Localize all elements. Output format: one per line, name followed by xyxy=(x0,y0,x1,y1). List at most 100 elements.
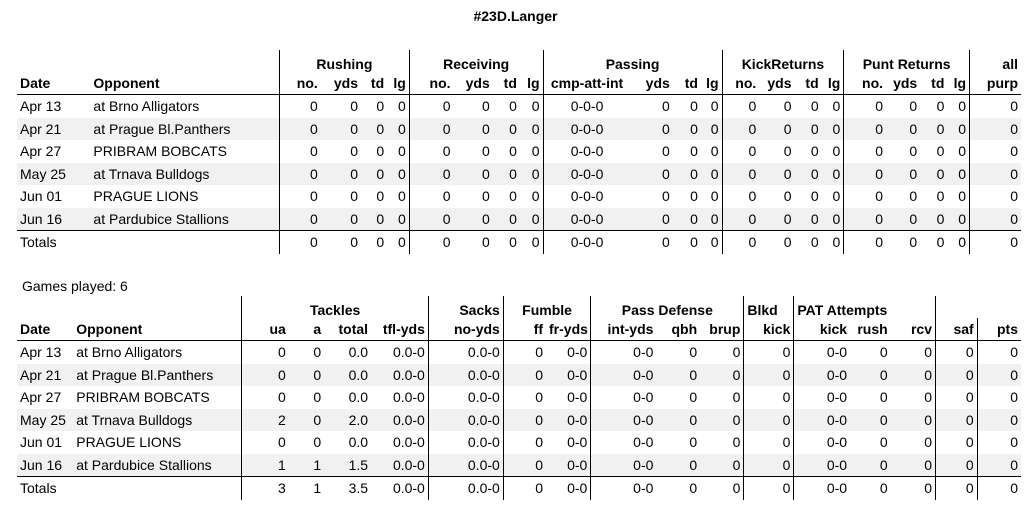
table-row: Jun 01 PRAGUE LIONS 0 0 0 0 0 0 0 0 0-0-0 0 0 0 0 0 0 0 0 0… xyxy=(17,185,1021,208)
table-row: Apr 27 PRIBRAM BOBCATS 0 0 0 0 0 0 0 0 0-0-0 0 0 0 0 0 0… xyxy=(17,140,1021,163)
stat-cell: 0 xyxy=(890,453,937,477)
stat-cell: 0 xyxy=(722,162,760,185)
stat-cell: 0 xyxy=(279,230,321,254)
stat-cell: 0-0-0 xyxy=(570,143,604,160)
stat-cell: 0-0 xyxy=(826,434,848,451)
stat-cell: 0 xyxy=(743,476,795,500)
table-row: Apr 27 PRIBRAM BOBCATS 0 0 0.0 0.0-0 0.0-0 0 0-0… xyxy=(17,386,1021,409)
stat-cell: 0 xyxy=(672,230,701,254)
stat-cell: 0 xyxy=(409,162,454,185)
stat-cell: 3.5 xyxy=(324,476,372,500)
stat-cell: 0-0 xyxy=(546,386,592,409)
column-header: Date xyxy=(17,318,74,341)
stat-cell: 0-0 xyxy=(590,476,657,500)
group-header-receiving: Receiving xyxy=(409,50,544,72)
stat-cell: 0 xyxy=(503,476,547,500)
column-header: yds xyxy=(320,72,361,95)
stat-cell: 0 xyxy=(519,207,544,231)
stat-cell: 0 xyxy=(886,117,921,140)
totals-row: Totals 0 0 0 0 0 0 0 0 0-0-0 0 0 0 0 0 0 0 0 0 0 0 0 xyxy=(17,230,1021,254)
stat-cell: 0 xyxy=(700,431,745,454)
stat-cell: 0 xyxy=(241,363,289,386)
stat-cell: 0 xyxy=(313,389,322,406)
stat-cell: 0 xyxy=(535,344,544,361)
stat-cell: 0 xyxy=(743,386,795,409)
group-header-pat-attempts: PAT Attempts xyxy=(793,296,937,318)
stat-cell: 0 xyxy=(700,408,745,431)
stat-cell: 0 xyxy=(656,363,701,386)
stat-cell: 0 xyxy=(743,408,795,431)
stat-cell: 0 xyxy=(630,230,673,254)
stat-cell: 0 xyxy=(519,230,544,254)
totals-row: Totals 3 1 3.5 0.0-0 0.0-0 0 0-0 0-0 0 0 0 0-0 0 0 0 0 xyxy=(17,476,1021,500)
stat-cell: 0 xyxy=(743,431,795,454)
stat-cell: 0 xyxy=(630,207,673,231)
stat-cell: 0 xyxy=(969,230,1021,254)
stat-cell: 0 xyxy=(309,143,318,160)
stat-cell: 0 xyxy=(492,230,520,254)
date-cell: Apr 27 xyxy=(20,143,62,160)
stat-cell: 0 xyxy=(935,363,978,386)
date-cell: May 25 xyxy=(17,162,91,185)
stat-cell: 0 xyxy=(783,188,792,205)
stat-cell: 0 xyxy=(920,162,948,185)
stat-cell: 0 xyxy=(890,340,937,364)
stat-cell: 0 xyxy=(1010,389,1018,406)
stat-cell: 0 xyxy=(947,207,971,231)
group-header-rushing: Rushing xyxy=(279,50,410,72)
stat-cell: 0 xyxy=(821,94,845,118)
stat-cell: 0 xyxy=(350,143,358,160)
column-header: td xyxy=(794,72,822,95)
opponent-cell: PRIBRAM BOBCATS xyxy=(90,140,281,163)
stat-cell: 0 xyxy=(875,98,884,115)
stat-cell: 0 xyxy=(519,185,544,208)
opponent-cell: at Prague Bl.Panthers xyxy=(73,363,243,386)
stat-cell: 0 xyxy=(1010,188,1018,205)
stat-cell: 0 xyxy=(759,162,795,185)
column-header: total xyxy=(324,318,372,341)
group-header-all: all xyxy=(1002,56,1018,72)
stat-cell: 0 xyxy=(843,230,887,254)
page-title: #23D.Langer xyxy=(473,8,558,24)
stat-cell: 0 xyxy=(886,230,921,254)
totals-label: Totals xyxy=(17,476,74,500)
stat-cell: 0 xyxy=(890,431,937,454)
stat-cell: 0-0-0 xyxy=(570,188,604,205)
column-header: no-yds xyxy=(428,318,504,341)
header-spacer xyxy=(17,296,243,318)
stat-cell: 0-0 xyxy=(793,476,851,500)
stat-cell: 0 xyxy=(519,162,544,185)
stat-cell: 0 xyxy=(810,98,819,115)
stat-cell: 0 xyxy=(442,143,451,160)
column-header: lg xyxy=(387,72,410,95)
stat-cell: 0 xyxy=(700,453,745,477)
stat-cell: 0.0-0 xyxy=(371,431,429,454)
column-header: td xyxy=(672,72,701,95)
stat-cell: 0-0-0 xyxy=(570,98,604,115)
stat-cell: 0 xyxy=(700,207,723,231)
stat-cell: 1 xyxy=(288,453,325,477)
stat-cell: 0 xyxy=(279,162,321,185)
stat-cell: 0 xyxy=(886,207,921,231)
stat-cell: 0-0 xyxy=(546,340,592,364)
opponent-cell xyxy=(73,476,243,500)
stat-cell: 0.0 xyxy=(348,434,369,451)
stat-cell: 0 xyxy=(843,117,887,140)
stat-cell: 0 xyxy=(376,143,385,160)
stat-cell: 0-0-0 xyxy=(543,117,631,140)
stat-cell: 0 xyxy=(821,140,845,163)
stat-cell: 0 xyxy=(969,117,1021,140)
stat-cell: 0 xyxy=(1010,344,1018,361)
stat-cell: 0 xyxy=(743,453,795,477)
stat-cell: 0 xyxy=(656,408,701,431)
stat-cell: 0 xyxy=(700,363,745,386)
stat-cell: 0.0-0 xyxy=(428,386,504,409)
stat-cell: 0-0 xyxy=(826,389,848,406)
stat-cell: 0.0-0 xyxy=(371,386,429,409)
column-header: yds xyxy=(630,72,673,95)
stat-cell: 0 xyxy=(700,162,723,185)
stat-cell: 0 xyxy=(361,207,388,231)
opponent-cell: at Brno Alligators xyxy=(73,340,243,364)
stat-cell: 0.0 xyxy=(348,344,369,361)
stat-cell: 0 xyxy=(689,434,698,451)
